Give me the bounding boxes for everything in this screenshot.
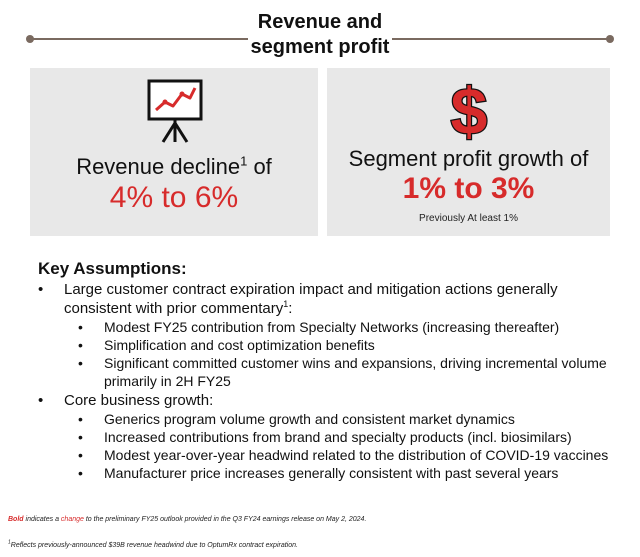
rule-right-line: [392, 38, 610, 40]
sub-list-item: • Generics program volume growth and con…: [38, 410, 628, 428]
rule-left-line: [30, 38, 248, 40]
bullet-icon: •: [78, 447, 83, 463]
presentation-chart-icon: [147, 79, 203, 143]
sub-item-text: Increased contributions from brand and s…: [104, 429, 572, 445]
sub-item-text: Simplification and cost optimization ben…: [104, 337, 375, 353]
sub-list-item: • Modest FY25 contribution from Specialt…: [38, 318, 628, 336]
item-text: consistent with prior commentary1:: [64, 299, 293, 318]
key-assumptions: Key Assumptions: • Large customer contra…: [38, 258, 628, 482]
profit-previous-note: Previously At least 1%: [419, 213, 518, 224]
item-text: Large customer contract expiration impac…: [64, 281, 558, 298]
profit-panel: $ Segment profit growth of 1% to 3% Prev…: [327, 68, 610, 236]
bullet-icon: •: [78, 337, 83, 353]
bullet-icon: •: [78, 355, 83, 371]
dollar-sign-icon: $: [449, 76, 488, 144]
page-title: Revenue and segment profit: [0, 10, 640, 60]
bullet-icon: •: [78, 429, 83, 445]
revenue-panel: Revenue decline1 of 4% to 6%: [30, 68, 318, 236]
bullet-icon: •: [38, 281, 44, 298]
sub-item-text: primarily in 2H FY25: [104, 373, 231, 389]
sub-item-text: Significant committed customer wins and …: [104, 355, 607, 371]
bullet-icon: •: [78, 411, 83, 427]
title-line-2: segment profit: [250, 36, 390, 58]
bullet-icon: •: [38, 392, 44, 409]
title-line-1: Revenue and: [257, 11, 383, 33]
sub-list-item: • Modest year-over-year headwind related…: [38, 446, 628, 464]
sub-item-text: Generics program volume growth and consi…: [104, 411, 515, 427]
list-item: • Core business growth:: [38, 391, 628, 410]
revenue-label: Revenue decline1 of: [76, 153, 272, 179]
sub-item-text: Manufacturer price increases generally c…: [104, 465, 559, 481]
rule-right-dot: [606, 35, 614, 43]
sub-list-item: • Increased contributions from brand and…: [38, 428, 628, 446]
footnote-bold-change: Bold indicates a change to the prelimina…: [8, 516, 367, 523]
revenue-value: 4% to 6%: [109, 181, 239, 214]
item-text: Core business growth:: [64, 392, 214, 409]
profit-label: Segment profit growth of: [348, 146, 589, 171]
sub-list-item: • Significant committed customer wins an…: [38, 354, 628, 390]
sub-list-item: • Simplification and cost optimization b…: [38, 336, 628, 354]
list-item: • Large customer contract expiration imp…: [38, 280, 628, 318]
assumptions-heading: Key Assumptions:: [38, 259, 187, 278]
sub-list-item: • Manufacturer price increases generally…: [38, 464, 628, 482]
footnote-revenue-headwind: 1Reflects previously-announced $39B reve…: [8, 539, 298, 549]
profit-value: 1% to 3%: [402, 172, 535, 205]
bullet-icon: •: [78, 319, 83, 335]
svg-text:$: $: [451, 76, 488, 144]
bullet-icon: •: [78, 465, 83, 481]
sub-item-text: Modest FY25 contribution from Specialty …: [104, 319, 560, 335]
sub-item-text: Modest year-over-year headwind related t…: [104, 447, 609, 463]
